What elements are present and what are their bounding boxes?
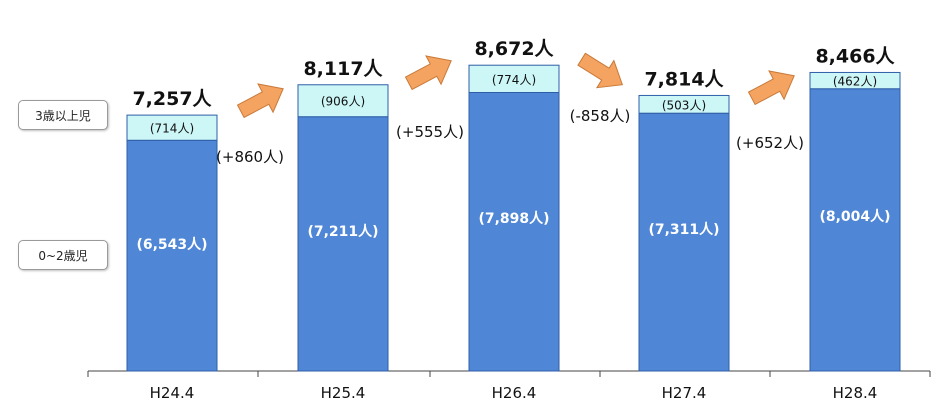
x-tick-label-H26.4: H26.4 (492, 384, 537, 402)
data-label-3yo-plus-H26.4: (774人) (492, 73, 536, 87)
legend-entry-3yo-plus: 3歳以上児 (18, 100, 108, 130)
change-arrow-1 (404, 55, 452, 91)
change-label-1: (+555人) (396, 123, 464, 141)
data-label-3yo-plus-H25.4: (906人) (321, 95, 365, 109)
data-label-0-2yo-H26.4: (7,898人) (478, 210, 549, 227)
bar-0-2yo-H24.4 (126, 139, 218, 372)
change-label-0: (+860人) (216, 148, 284, 166)
bar-3yo-plus-H28.4 (809, 71, 901, 90)
change-label-3: (+652人) (736, 134, 804, 152)
bar-3yo-plus-H26.4 (468, 64, 560, 93)
bar-3yo-plus-H25.4 (297, 84, 389, 118)
x-tick-label-H25.4: H25.4 (321, 384, 366, 402)
data-label-0-2yo-H28.4: (8,004人) (819, 208, 890, 225)
change-arrow-shape-0 (236, 83, 284, 119)
data-label-0-2yo-H25.4: (7,211人) (307, 223, 378, 240)
data-label-0-2yo-H27.4: (7,311人) (648, 221, 719, 238)
x-tick-label-H27.4: H27.4 (662, 384, 707, 402)
data-label-3yo-plus-H28.4: (462人) (833, 75, 877, 89)
change-arrow-0 (236, 83, 284, 119)
legend-label-3yo-plus: 3歳以上児 (35, 108, 91, 123)
change-arrow-3 (747, 70, 795, 106)
data-label-3yo-plus-H27.4: (503人) (662, 98, 706, 112)
change-label-2: (-858人) (570, 107, 631, 125)
total-label-H26.4: 8,672人 (474, 38, 554, 60)
x-tick-label-H24.4: H24.4 (150, 384, 195, 402)
bar-3yo-plus-H27.4 (638, 94, 730, 114)
total-label-H24.4: 7,257人 (132, 88, 212, 110)
bar-0-2yo-H28.4 (809, 88, 901, 372)
x-tick-label-H28.4: H28.4 (833, 384, 878, 402)
bar-0-2yo-H25.4 (297, 116, 389, 372)
legend-entry-0-2yo: 0~2歳児 (18, 240, 108, 270)
total-label-H28.4: 8,466人 (815, 45, 895, 67)
change-arrow-shape-1 (404, 55, 452, 91)
data-label-3yo-plus-H24.4: (714人) (150, 122, 194, 136)
change-arrow-2 (577, 52, 624, 89)
legend-label-0-2yo: 0~2歳児 (38, 248, 88, 263)
data-label-0-2yo-H24.4: (6,543人) (136, 236, 207, 253)
bar-0-2yo-H27.4 (638, 112, 730, 372)
total-label-H27.4: 7,814人 (644, 68, 724, 90)
bar-3yo-plus-H24.4 (126, 114, 218, 141)
change-arrow-shape-2 (577, 52, 624, 89)
change-arrow-shape-3 (747, 70, 795, 106)
bar-0-2yo-H26.4 (468, 91, 560, 372)
total-label-H25.4: 8,117人 (303, 58, 383, 80)
